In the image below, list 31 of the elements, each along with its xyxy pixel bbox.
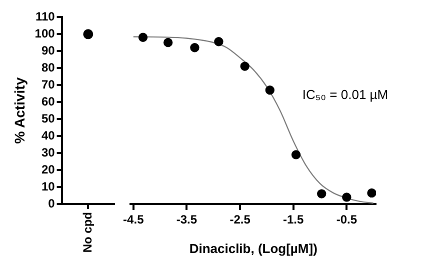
y-tick-label: 110	[35, 10, 56, 24]
y-tick-label: 90	[41, 43, 56, 58]
y-tick-label: 30	[41, 145, 56, 160]
annotation: IC₅₀ = 0.01 µM	[302, 87, 388, 102]
point	[367, 188, 376, 198]
point	[138, 32, 148, 42]
x-axis-title: Dinaciclib, (Log[µM])	[189, 240, 318, 256]
x-tick-label: -4.5	[123, 212, 144, 227]
point	[291, 150, 301, 160]
y-tick-label: 0	[48, 196, 56, 210]
point	[342, 192, 352, 202]
y-tick-label: 60	[41, 94, 56, 108]
point	[190, 43, 200, 52]
y-tick-label: 40	[41, 128, 56, 142]
y-tick-label: 80	[41, 60, 56, 74]
y-tick-label: 50	[41, 111, 56, 126]
y-tick-label: 70	[41, 77, 56, 92]
point	[214, 37, 224, 46]
x-tick-label: No cpd	[80, 212, 94, 253]
x-tick-label: -1.5	[283, 212, 304, 227]
y-tick-label: 10	[41, 179, 56, 194]
point	[240, 62, 250, 71]
point	[265, 86, 274, 95]
x-tick-label: -0.5	[336, 212, 358, 227]
point	[163, 38, 173, 48]
y-tick-label: 20	[41, 162, 56, 176]
y-tick-label: 100	[34, 26, 56, 40]
point	[317, 189, 326, 198]
x-tick-label: -3.5	[176, 212, 198, 227]
x-tick-label: -2.5	[230, 212, 251, 227]
y-axis-title: % Activity	[11, 77, 28, 144]
